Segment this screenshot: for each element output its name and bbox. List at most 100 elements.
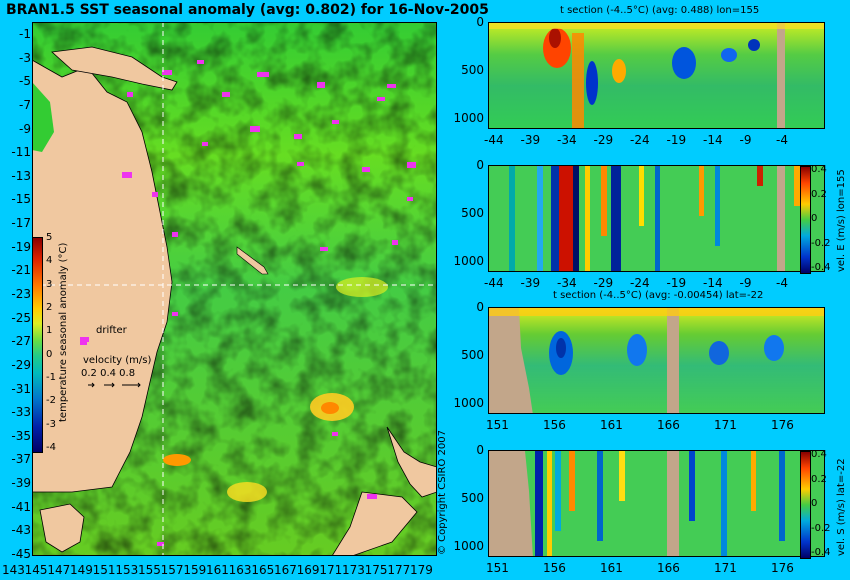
vel-s-section-svg xyxy=(489,451,785,556)
map-x-tick-label: 155 xyxy=(138,563,161,577)
gulf-water xyxy=(32,82,54,152)
drifter-legend-marker xyxy=(80,337,89,342)
cold-eddy xyxy=(672,47,696,79)
map-x-tick-label: 161 xyxy=(206,563,229,577)
warm-patch xyxy=(612,59,626,83)
map-y-tick-label: -39 xyxy=(11,476,31,491)
section-y-tick-label: 500 xyxy=(461,491,484,505)
velocity-colorbar-tick: -0.2 xyxy=(811,237,831,249)
t-section-lat-panel[interactable] xyxy=(488,307,825,414)
surface-warm-layer xyxy=(489,308,824,316)
section-x-tick-label: -44 xyxy=(484,133,504,147)
map-y-tick-label: -25 xyxy=(11,310,31,325)
velocity-colorbar-tick: 0.4 xyxy=(811,449,827,460)
velocity-band xyxy=(573,166,579,271)
sst-map[interactable] xyxy=(31,22,438,557)
sst-colorbar-tick: 5 xyxy=(46,232,53,243)
map-y-tick-label: -27 xyxy=(11,334,31,349)
vel-e-section-svg xyxy=(509,166,800,271)
map-y-tick-label: -17 xyxy=(11,216,31,231)
section-x-tick-label: -4 xyxy=(776,276,788,290)
velocity-colorbar-tick: 0 xyxy=(811,498,818,509)
vel-e-colorbar-label: vel. E (m/s) lon=155 xyxy=(836,169,847,272)
map-y-tick-label: -21 xyxy=(11,263,31,278)
map-x-tick-label: 171 xyxy=(319,563,343,577)
velocity-legend-title: velocity (m/s) xyxy=(83,355,152,366)
warm-anomaly-patch xyxy=(227,482,267,502)
map-y-tick-label: -5 xyxy=(19,74,31,89)
velocity-band xyxy=(537,166,543,271)
velocity-band xyxy=(597,451,603,541)
tasmania-landmass xyxy=(39,503,85,553)
velocity-band xyxy=(509,166,515,271)
velocity-band xyxy=(689,451,695,521)
section-x-tick-label: -19 xyxy=(666,133,687,147)
map-x-tick-label: 163 xyxy=(228,563,252,577)
map-y-tick-label: -31 xyxy=(11,381,31,396)
cold-eddy xyxy=(627,334,647,366)
velocity-band xyxy=(611,166,621,271)
section-x-tick-label: 151 xyxy=(486,561,509,575)
section-y-tick-label: 1000 xyxy=(453,396,484,410)
vel-s-colorbar xyxy=(800,451,811,559)
sst-colorbar xyxy=(32,237,43,453)
velocity-colorbar-tick: -0.4 xyxy=(811,547,831,558)
section-x-tick-label: -9 xyxy=(739,276,752,290)
velocity-band xyxy=(535,451,543,556)
map-x-tick-label: 149 xyxy=(70,563,93,577)
t-section-lat-title: t section (-4..5°C) (avg: -0.00454) lat=… xyxy=(553,290,764,301)
section-x-tick-label: -14 xyxy=(703,276,723,290)
vel-e-section-panel[interactable] xyxy=(488,165,825,272)
warm-anomaly-patch xyxy=(336,277,388,297)
t-section-lon-title: t section (-4..5°C) (avg: 0.488) lon=155 xyxy=(560,5,760,16)
map-y-tick-label: -3 xyxy=(19,50,31,65)
map-y-tick-label: -9 xyxy=(19,121,31,136)
section-x-tick-label: 166 xyxy=(657,418,680,432)
map-x-tick-label: 145 xyxy=(24,563,48,577)
map-x-tick-label: 151 xyxy=(92,563,116,577)
section-land xyxy=(667,308,679,413)
velocity-colorbar-tick: 0.2 xyxy=(811,473,827,485)
section-x-tick-label: -14 xyxy=(703,133,723,147)
map-y-tick-label: -15 xyxy=(11,192,31,207)
sst-map-svg xyxy=(31,22,438,557)
map-y-tick-label: -23 xyxy=(11,287,31,301)
section-y-tick-label: 500 xyxy=(461,63,484,77)
section-land xyxy=(777,166,785,271)
velocity-band xyxy=(779,451,785,541)
section-x-tick-label: -24 xyxy=(630,133,650,147)
sst-colorbar-tick: -3 xyxy=(46,418,56,430)
map-y-tick-label: -41 xyxy=(11,499,31,514)
section-y-tick-label: 0 xyxy=(476,158,484,172)
velocity-band xyxy=(721,451,727,556)
cold-eddy xyxy=(748,39,760,51)
t-section-lat-svg xyxy=(489,308,824,413)
velocity-band xyxy=(699,166,704,216)
surface-warm-layer xyxy=(489,23,824,29)
velocity-legend-arrows xyxy=(88,382,141,388)
map-y-tick-label: -7 xyxy=(19,97,31,112)
sst-colorbar-tick: -1 xyxy=(46,372,56,383)
section-y-tick-label: 500 xyxy=(461,206,484,220)
section-y-tick-label: 0 xyxy=(476,300,484,314)
vel-s-section-panel[interactable] xyxy=(488,450,825,557)
sst-colorbar-tick: 0 xyxy=(46,348,53,360)
section-y-tick-label: 0 xyxy=(476,443,484,457)
vel-s-colorbar-label: vel. S (m/s) lat=-22 xyxy=(836,458,847,556)
section-x-tick-label: 151 xyxy=(486,418,509,432)
section-x-tick-label: -19 xyxy=(666,276,687,290)
velocity-band xyxy=(715,166,720,246)
velocity-band xyxy=(559,166,573,271)
map-x-tick-label: 167 xyxy=(274,563,297,577)
warm-core-center xyxy=(549,28,561,48)
warm-column xyxy=(572,33,584,128)
map-x-tick-label: 159 xyxy=(183,563,207,577)
section-y-tick-label: 1000 xyxy=(453,539,484,553)
page-title: BRAN1.5 SST seasonal anomaly (avg: 0.802… xyxy=(6,2,489,18)
map-y-tick-label: -19 xyxy=(11,239,31,254)
t-section-lon-panel[interactable] xyxy=(488,22,825,129)
section-x-tick-label: 171 xyxy=(714,561,737,575)
sst-colorbar-tick: 1 xyxy=(46,325,53,337)
drifter-legend-label: drifter xyxy=(96,325,127,336)
map-x-tick-label: 179 xyxy=(410,563,433,577)
